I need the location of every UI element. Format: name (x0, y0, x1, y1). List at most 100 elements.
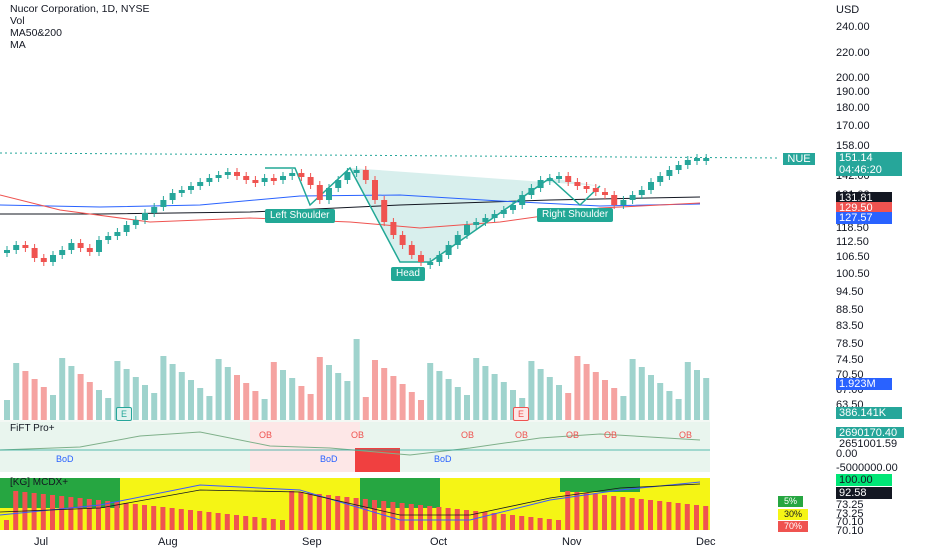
mcdx-red-bar (436, 507, 442, 530)
mcdx-red-bar (105, 501, 111, 530)
mcdx-red-bar (50, 495, 55, 530)
mcdx-red-bar (132, 504, 138, 530)
volume-bar (657, 383, 664, 420)
candle-body (436, 255, 443, 262)
candle-body (390, 222, 397, 235)
volume-bar (40, 387, 47, 420)
mcdx-scale-5: 70.10 (836, 516, 864, 528)
earnings-badge-1[interactable]: E (116, 407, 132, 421)
volume-bar (381, 368, 388, 420)
candle-body (556, 176, 562, 179)
mcdx-red-bar (418, 505, 423, 530)
mcdx-red-bar (482, 512, 488, 530)
volume-bar (648, 375, 654, 420)
month-aug: Aug (158, 536, 178, 548)
volume-bar (436, 371, 443, 420)
volume-bar (86, 382, 93, 420)
month-nov: Nov (562, 536, 582, 548)
candle-body (298, 173, 305, 177)
mcdx-red-bar (206, 512, 212, 530)
bod-marker: BoD (320, 454, 338, 464)
fift-title: FiFT Pro+ (10, 423, 55, 434)
volume-bar (307, 394, 314, 420)
mcdx-red-bar (500, 514, 506, 530)
volume-bar (224, 367, 231, 420)
volume-bar (298, 386, 305, 420)
candle-body (611, 195, 618, 205)
candle-body (105, 236, 112, 240)
mcdx-red-bar (289, 491, 295, 530)
mcdx-red-bar (316, 494, 322, 530)
volume-bar (491, 374, 498, 420)
volume-bar (234, 375, 240, 420)
price-scale-tick: 100.50 (836, 268, 870, 280)
volume-bar (335, 373, 342, 420)
earnings-badge-2[interactable]: E (513, 407, 529, 421)
price-scale-tick: 74.50 (836, 354, 864, 366)
candle-body (215, 175, 222, 178)
mcdx-title: [KG] MCDX+ (10, 477, 69, 488)
candle-body (703, 158, 710, 161)
volume-bar (408, 392, 415, 420)
band-70: 70% (778, 521, 809, 532)
mcdx-red-bar (519, 516, 525, 530)
month-dec: Dec (696, 536, 716, 548)
left-shoulder-label: Left Shoulder (265, 209, 335, 223)
ob-marker: OB (515, 430, 529, 440)
mcdx-red-bar (178, 509, 184, 530)
volume-bar (694, 370, 700, 420)
volume-bar (537, 369, 544, 420)
volume-bar (629, 359, 636, 420)
mcdx-red-bar (188, 510, 193, 530)
price-scale-tick: 112.50 (836, 236, 869, 248)
volume-bar (344, 381, 351, 420)
volume-bar (243, 383, 250, 420)
volume-bar (427, 363, 434, 420)
candle-body (666, 170, 673, 176)
price-scale-tick: 220.00 (836, 47, 870, 59)
candle-body (132, 220, 139, 225)
candle-body (142, 213, 148, 220)
candle-body (50, 255, 56, 262)
band-5: 5% (778, 496, 804, 507)
mcdx-red-bar (556, 520, 561, 530)
price-scale-tick: 180.00 (836, 102, 870, 114)
volume-bar (445, 379, 452, 420)
mcdx-red-bar (565, 491, 571, 530)
volume-bar (31, 379, 38, 420)
volume-bar (68, 366, 75, 420)
candle-body (602, 192, 608, 195)
bod-marker: BoD (434, 454, 452, 464)
volume-bar (169, 364, 176, 420)
volume-bar (556, 385, 562, 420)
candle-body (510, 205, 516, 210)
candle-body (528, 188, 535, 195)
pattern-shade (350, 168, 600, 262)
candle-body (151, 207, 158, 213)
volume-bar (583, 364, 590, 420)
price-scale-tick: 240.00 (836, 21, 870, 33)
volume-bar (611, 388, 618, 420)
fift-tag-2: 2651001.59 (836, 438, 904, 450)
month-sep: Sep (302, 536, 322, 548)
mcdx-red-bar (96, 500, 101, 530)
volume-bar (546, 377, 553, 420)
volume-bar (684, 362, 691, 420)
volume-bar (77, 374, 84, 420)
candle-body (344, 172, 351, 180)
volume-bar (59, 358, 66, 420)
candle-body (160, 200, 167, 207)
volume-tag: 386.141K (836, 407, 902, 419)
mcdx-red-bar (372, 500, 377, 530)
price-scale-tick: 170.00 (836, 120, 870, 132)
price-scale-tick: 106.50 (836, 251, 870, 263)
mcdx-red-bar (77, 498, 83, 530)
mcdx-red-bar (583, 493, 589, 530)
volume-bar (464, 395, 470, 420)
legend-ma50-200: MA50&200 (10, 27, 62, 39)
volume-bar (574, 356, 581, 420)
volume-bar (592, 372, 599, 420)
mcdx-red-bar (224, 514, 230, 530)
candle-body (13, 245, 20, 250)
